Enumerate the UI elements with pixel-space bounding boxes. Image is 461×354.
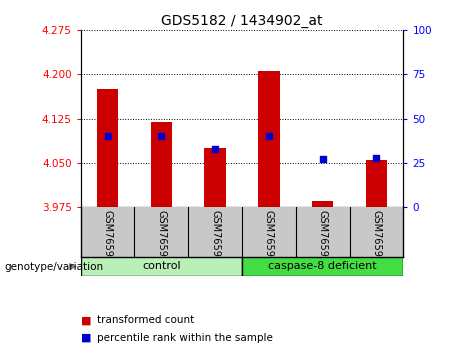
- Text: GSM765926: GSM765926: [318, 210, 328, 269]
- Point: [319, 156, 326, 162]
- Bar: [312, 201, 333, 207]
- Bar: [151, 121, 172, 207]
- Text: ■: ■: [81, 333, 91, 343]
- Bar: [258, 72, 280, 207]
- Bar: [81, 257, 242, 276]
- Title: GDS5182 / 1434902_at: GDS5182 / 1434902_at: [161, 14, 323, 28]
- Bar: [366, 160, 387, 207]
- Text: percentile rank within the sample: percentile rank within the sample: [97, 333, 273, 343]
- Bar: [97, 89, 118, 207]
- Point: [212, 146, 219, 152]
- Text: caspase-8 deficient: caspase-8 deficient: [268, 261, 377, 272]
- Text: GSM765923: GSM765923: [156, 210, 166, 269]
- Text: ■: ■: [81, 315, 91, 325]
- Point: [265, 133, 272, 139]
- Text: GSM765925: GSM765925: [264, 210, 274, 269]
- Text: GSM765924: GSM765924: [210, 210, 220, 269]
- Text: GSM765927: GSM765927: [372, 210, 382, 269]
- Bar: [242, 257, 403, 276]
- Text: transformed count: transformed count: [97, 315, 194, 325]
- Point: [158, 133, 165, 139]
- Text: control: control: [142, 261, 181, 272]
- Text: GSM765922: GSM765922: [102, 210, 112, 269]
- Point: [373, 155, 380, 160]
- Point: [104, 133, 111, 139]
- Text: genotype/variation: genotype/variation: [5, 262, 104, 272]
- Bar: [204, 148, 226, 207]
